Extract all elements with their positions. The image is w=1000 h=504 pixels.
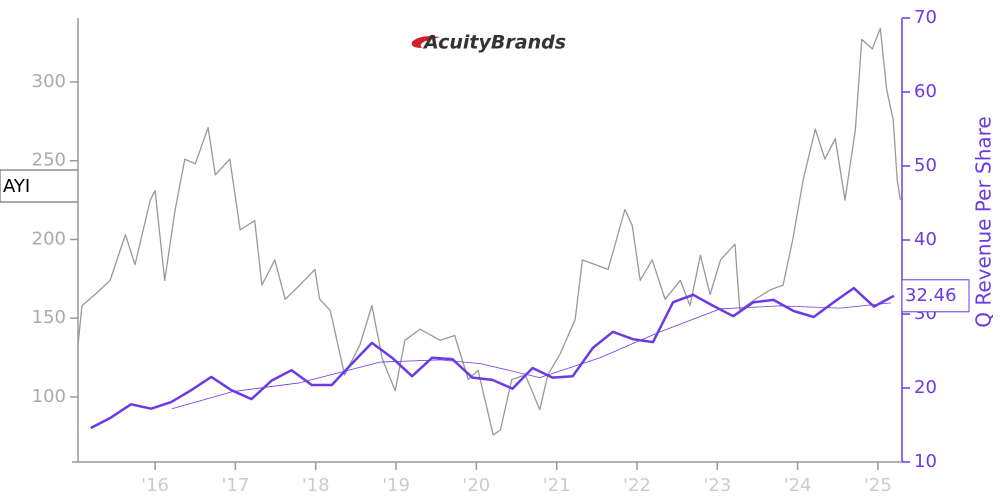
y-tick-label: 100 (32, 386, 66, 407)
x-tick-label: '20 (462, 475, 490, 496)
x-tick-label: '19 (382, 475, 410, 496)
y2-tick-label: 40 (914, 229, 937, 250)
x-tick-label: '21 (543, 475, 571, 496)
y-tick-label: 150 (32, 307, 66, 328)
value-label: 32.46 (905, 285, 957, 306)
series-line (77, 27, 902, 436)
series-line (171, 302, 891, 410)
y2-tick-label: 60 (914, 81, 937, 102)
x-tick-label: '22 (623, 475, 651, 496)
y2-tick-label: 20 (914, 377, 937, 398)
x-tick-label: '18 (302, 475, 330, 496)
logo: AcuityBrands (422, 32, 566, 54)
y2-tick-label: 70 (914, 7, 937, 28)
y-tick-label: 200 (32, 228, 66, 249)
y2-tick-label: 10 (914, 451, 937, 472)
x-tick-label: '16 (141, 475, 169, 496)
x-tick-label: '23 (703, 475, 731, 496)
x-tick-label: '24 (784, 475, 812, 496)
logo-swoosh (411, 36, 440, 48)
y-tick-label: 300 (32, 71, 66, 92)
x-tick-label: '17 (221, 475, 249, 496)
y2-tick-label: 50 (914, 155, 937, 176)
value-label-box (901, 279, 970, 313)
series-line (90, 286, 895, 430)
x-tick-label: '25 (864, 475, 892, 496)
y2-axis-label: Q Revenue Per Share (972, 116, 996, 328)
series-label: AYI (3, 176, 30, 197)
y-tick-label: 250 (32, 150, 66, 171)
series-label-box (0, 169, 79, 203)
